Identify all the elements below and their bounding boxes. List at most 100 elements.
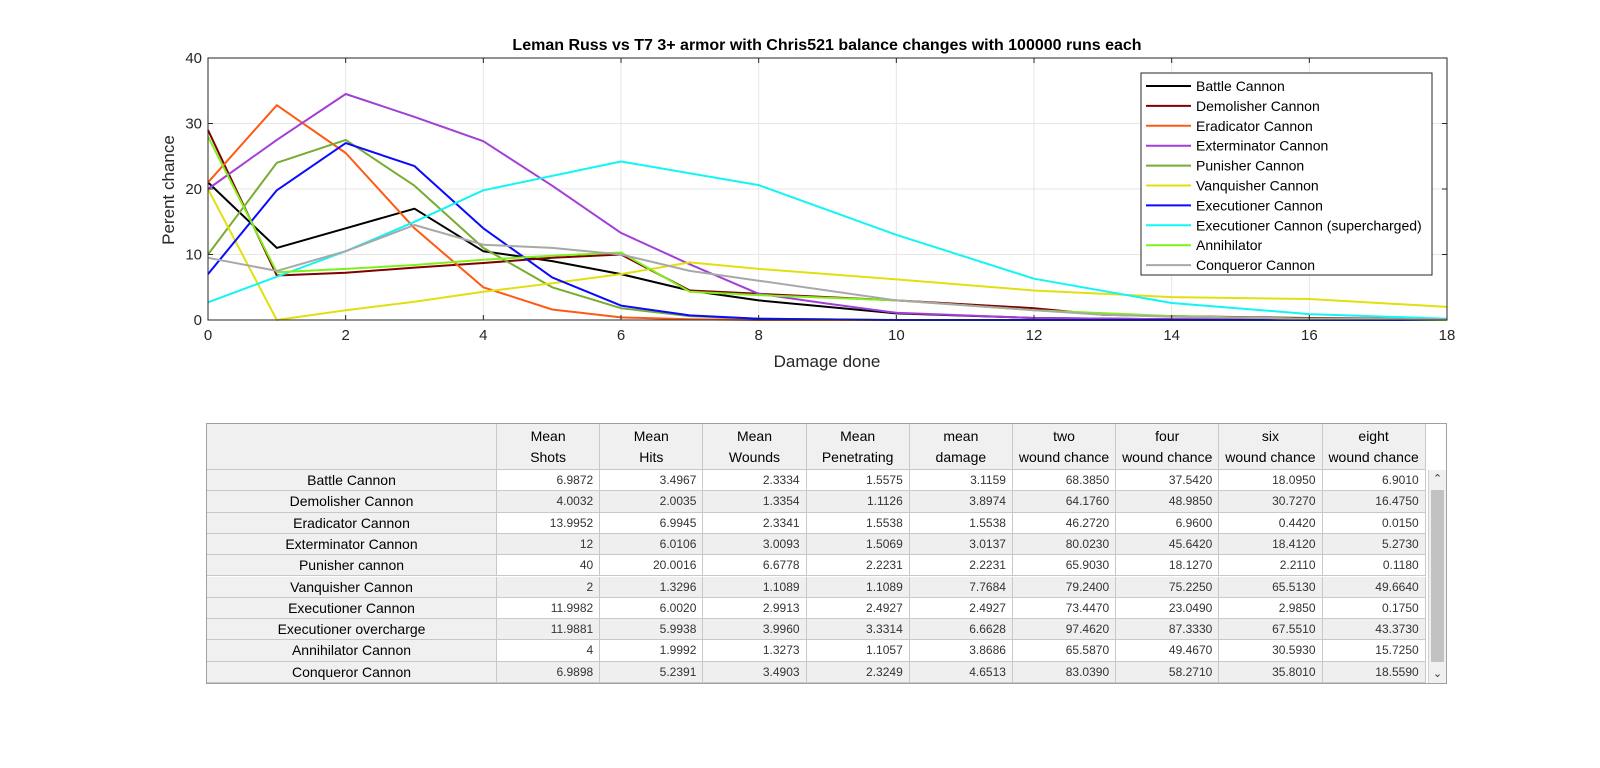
table-cell[interactable]: 11.9982 [497,597,601,620]
table-row[interactable]: Executioner Cannon 11.9982 6.0020 2.9913 2.4… [207,597,1426,620]
table-cell[interactable]: 5.9938 [600,619,704,641]
table-cell[interactable]: 0.1180 [1322,555,1426,577]
table-cell[interactable]: 4 [497,640,601,662]
table-cell[interactable]: 79.2400 [1012,576,1117,598]
table-cell[interactable]: 12 [497,533,601,556]
table-cell[interactable]: 68.3850 [1012,470,1117,492]
table-cell[interactable]: 11.9881 [497,619,601,641]
table-cell[interactable]: 18.1270 [1116,555,1220,577]
table-cell[interactable]: 2.9913 [703,597,807,620]
table-cell[interactable]: 2.4927 [909,597,1013,620]
vertical-scrollbar[interactable]: ⌃ ⌄ [1428,470,1446,683]
table-cell[interactable]: 3.8974 [909,491,1013,513]
table-cell[interactable]: 0.4420 [1219,512,1323,534]
table-cell[interactable]: 43.3730 [1322,619,1426,641]
table-row[interactable]: Vanquisher Cannon 2 1.3296 1.1089 1.1089 7.76… [207,576,1426,598]
table-cell[interactable]: 16.4750 [1322,491,1426,513]
table-cell[interactable]: 1.3296 [600,576,704,598]
table-cell[interactable]: 3.3314 [806,619,910,641]
table-row[interactable]: Executioner overcharge 11.9881 5.9938 3.996… [207,619,1426,641]
table-cell[interactable]: 45.6420 [1116,533,1220,556]
table-cell[interactable]: 4.6513 [909,661,1013,683]
chevron-down-icon[interactable]: ⌄ [1432,668,1443,680]
scroll-thumb[interactable] [1431,490,1444,662]
table-cell[interactable]: 1.9992 [600,640,704,662]
table-cell[interactable]: 3.1159 [909,470,1013,492]
table-cell[interactable]: 2.2231 [909,555,1013,577]
table-cell[interactable]: 35.8010 [1219,661,1323,683]
chevron-up-icon[interactable]: ⌃ [1432,473,1443,485]
table-cell[interactable]: 64.1760 [1012,491,1117,513]
table-cell[interactable]: 75.2250 [1116,576,1220,598]
table-cell[interactable]: 2.2110 [1219,555,1323,577]
column-header[interactable]: Mean Penetrating [806,424,910,470]
table-cell[interactable]: 6.9010 [1322,470,1426,492]
table-cell[interactable]: 3.0093 [703,533,807,556]
table-cell[interactable]: 30.7270 [1219,491,1323,513]
table-cell[interactable]: 0.1750 [1322,597,1426,620]
table-cell[interactable]: 1.1057 [806,640,910,662]
column-header[interactable]: four wound chance [1116,424,1220,470]
table-cell[interactable]: 1.5575 [806,470,910,492]
table-cell[interactable]: 65.9030 [1012,555,1117,577]
table-cell[interactable]: 2.3334 [703,470,807,492]
table-cell[interactable]: 49.6640 [1322,576,1426,598]
table-cell[interactable]: 2 [497,576,601,598]
table-cell[interactable]: 37.5420 [1116,470,1220,492]
table-cell[interactable]: 30.5930 [1219,640,1323,662]
table-cell[interactable]: 4.0032 [497,491,601,513]
table-cell[interactable]: 15.7250 [1322,640,1426,662]
column-header[interactable]: Mean Hits [600,424,704,470]
table-cell[interactable]: 3.0137 [909,533,1013,556]
table-cell[interactable]: 6.9600 [1116,512,1220,534]
table-row[interactable]: Conqueror Cannon 6.9898 5.2391 3.4903 2.3249… [207,661,1426,683]
table-cell[interactable]: 65.5130 [1219,576,1323,598]
table-cell[interactable]: 2.3341 [703,512,807,534]
column-header[interactable]: eight wound chance [1322,424,1426,470]
table-cell[interactable]: 2.2231 [806,555,910,577]
table-cell[interactable]: 1.3273 [703,640,807,662]
table-cell[interactable]: 58.2710 [1116,661,1220,683]
table-cell[interactable]: 3.9960 [703,619,807,641]
table-cell[interactable]: 6.9945 [600,512,704,534]
table-cell[interactable]: 3.4967 [600,470,704,492]
table-cell[interactable]: 6.0020 [600,597,704,620]
table-row[interactable]: Annihilator Cannon 4 1.9992 1.3273 1.1057 3.8… [207,640,1426,662]
table-cell[interactable]: 1.5538 [909,512,1013,534]
table-cell[interactable]: 1.5069 [806,533,910,556]
table-cell[interactable]: 18.0950 [1219,470,1323,492]
table-cell[interactable]: 2.4927 [806,597,910,620]
table-cell[interactable]: 46.2720 [1012,512,1117,534]
table-cell[interactable]: 23.0490 [1116,597,1220,620]
table-cell[interactable]: 18.5590 [1322,661,1426,683]
table-cell[interactable]: 5.2391 [600,661,704,683]
table-cell[interactable]: 3.8686 [909,640,1013,662]
table-cell[interactable]: 6.6628 [909,619,1013,641]
table-cell[interactable]: 6.9898 [497,661,601,683]
table-cell[interactable]: 49.4670 [1116,640,1220,662]
table-cell[interactable]: 2.9850 [1219,597,1323,620]
table-cell[interactable]: 6.6778 [703,555,807,577]
column-header[interactable]: Mean Wounds [703,424,807,470]
table-cell[interactable]: 6.9872 [497,470,601,492]
table-cell[interactable]: 20.0016 [600,555,704,577]
table-cell[interactable]: 40 [497,555,601,577]
table-cell[interactable]: 1.1126 [806,491,910,513]
table-row[interactable]: Eradicator Cannon 13.9952 6.9945 2.3341 1.55… [207,512,1426,534]
table-cell[interactable]: 18.4120 [1219,533,1323,556]
table-cell[interactable]: 83.0390 [1012,661,1117,683]
table-cell[interactable]: 6.0106 [600,533,704,556]
column-header[interactable]: six wound chance [1219,424,1323,470]
table-cell[interactable]: 67.5510 [1219,619,1323,641]
table-cell[interactable]: 3.4903 [703,661,807,683]
column-header[interactable]: mean damage [909,424,1013,470]
table-cell[interactable]: 1.5538 [806,512,910,534]
table-cell[interactable]: 97.4620 [1012,619,1117,641]
table-cell[interactable]: 80.0230 [1012,533,1117,556]
table-row[interactable]: Exterminator Cannon 12 6.0106 3.0093 1.5069 3… [207,533,1426,556]
table-cell[interactable]: 48.9850 [1116,491,1220,513]
table-row[interactable]: Battle Cannon 6.9872 3.4967 2.3334 1.5575 3.1… [207,470,1426,492]
table-cell[interactable]: 5.2730 [1322,533,1426,556]
table-row[interactable]: Punisher cannon 40 20.0016 6.6778 2.2231 2.22… [207,555,1426,577]
table-cell[interactable]: 1.1089 [703,576,807,598]
